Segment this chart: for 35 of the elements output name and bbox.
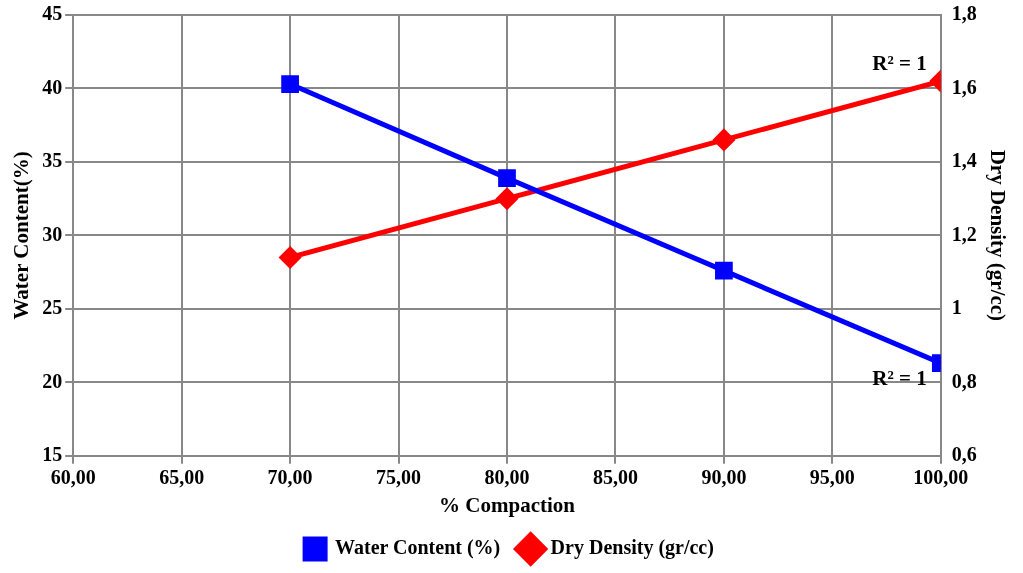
- y-tick-label: 45: [42, 2, 63, 25]
- y-tick-label: 30: [42, 222, 63, 245]
- y-tick-label: 15: [42, 442, 63, 465]
- x-tick-label: 95,00: [809, 465, 855, 488]
- annotation: R² = 1: [872, 51, 927, 76]
- y-tick-label: 25: [42, 296, 63, 319]
- x-tick-label: 70,00: [267, 465, 313, 488]
- point: [496, 188, 518, 210]
- y2-tick-label: 1,6: [951, 75, 977, 98]
- point: [715, 261, 733, 280]
- x-tick-label: 85,00: [592, 465, 638, 488]
- x-tick-label: 80,00: [484, 465, 530, 488]
- y2-tick-label: 0,8: [951, 369, 977, 392]
- x-tick-label: 90,00: [701, 465, 747, 488]
- y2-tick-label: 0,6: [951, 442, 977, 465]
- y-tick-label: 40: [42, 75, 63, 98]
- annotation: R² = 1: [872, 366, 927, 391]
- legend-label: Water Content (%): [335, 536, 501, 560]
- x-tick-label: 100,00: [913, 465, 969, 488]
- x-tick-label: 60,00: [50, 465, 96, 488]
- y-tick-label: 20: [42, 369, 63, 392]
- y2-tick-label: 1,8: [951, 2, 977, 25]
- y-tick-label: 35: [42, 149, 63, 172]
- y2-tick-label: 1: [951, 296, 962, 319]
- x-tick-label: 75,00: [376, 465, 422, 488]
- y-axis-title: Water Content(%): [9, 151, 34, 320]
- y2-axis-title: Dry Density (gr/cc): [985, 149, 1010, 322]
- y2-tick-label: 1,2: [951, 222, 977, 245]
- legend-label: Dry Density (gr/cc): [550, 536, 714, 560]
- y2-tick-label: 1,4: [951, 149, 977, 172]
- x-tick-label: 65,00: [159, 465, 205, 488]
- x-axis-title: % Compaction: [439, 492, 576, 517]
- point: [281, 75, 299, 93]
- point: [279, 246, 301, 268]
- point: [498, 169, 516, 187]
